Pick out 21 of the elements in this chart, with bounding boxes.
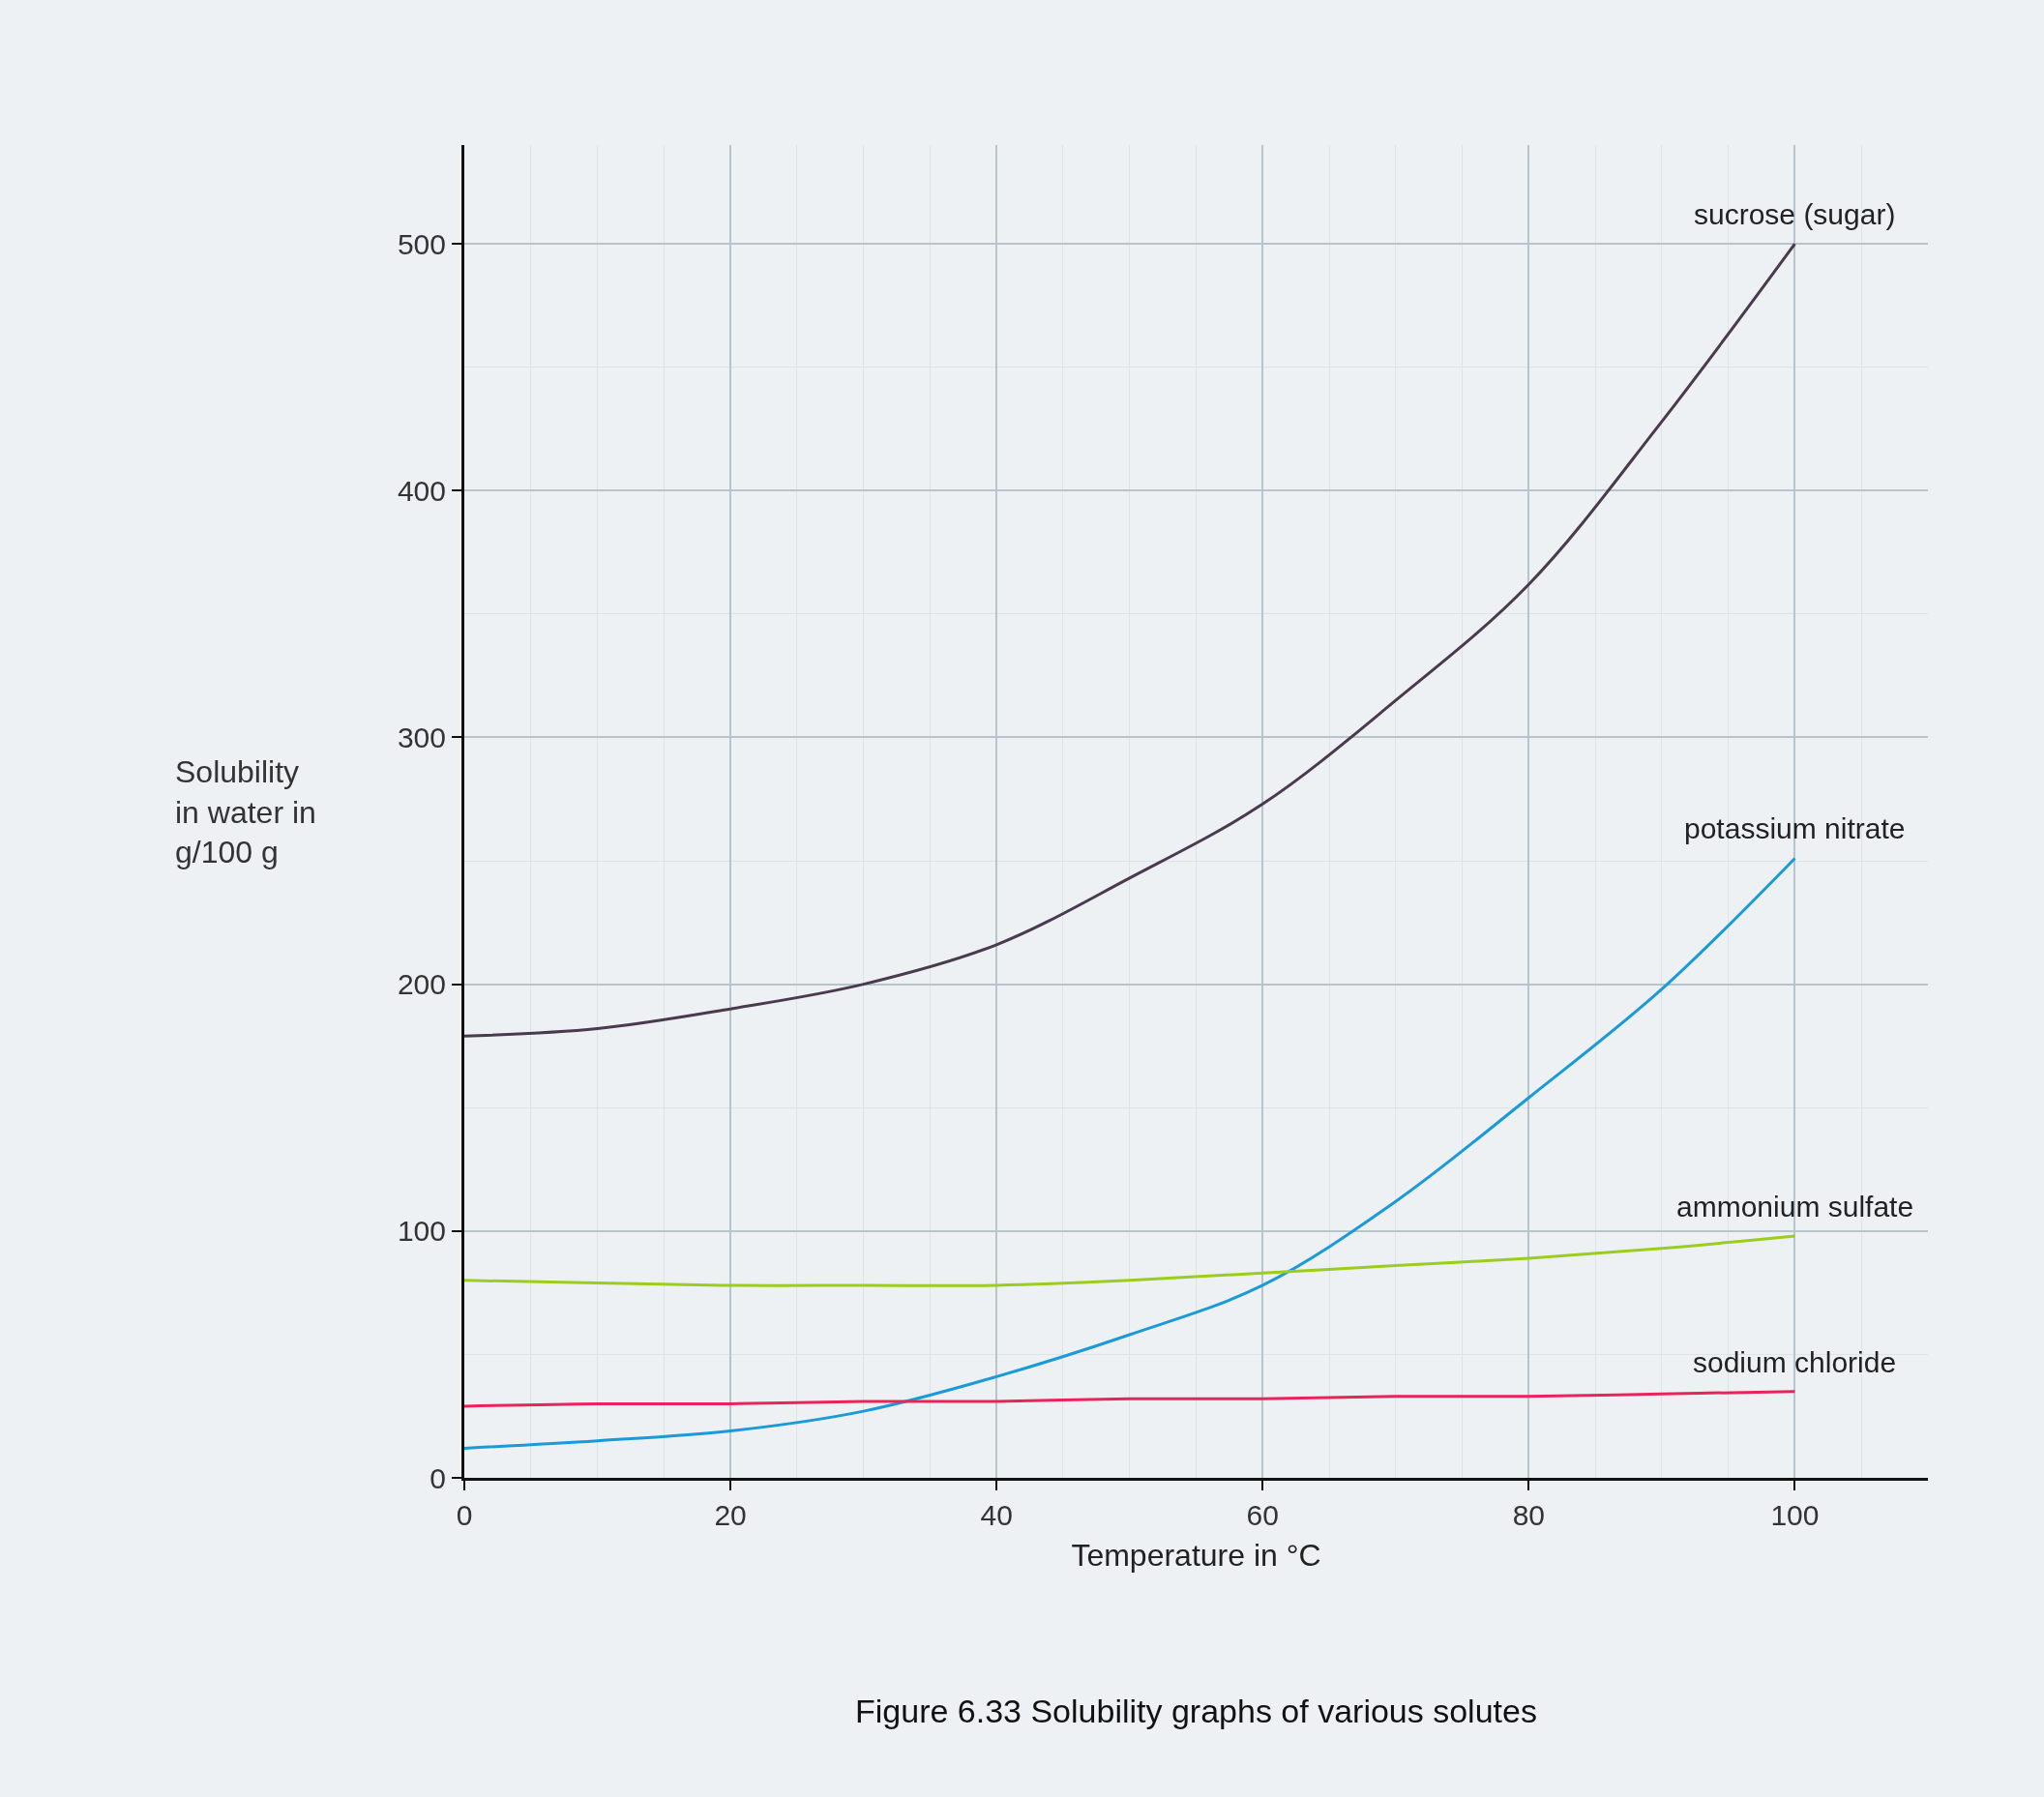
series-label: ammonium sulfate: [1676, 1191, 1914, 1223]
x-tick-label: 40: [980, 1499, 1013, 1531]
series-label: potassium nitrate: [1684, 812, 1906, 844]
x-tick-label: 80: [1512, 1499, 1546, 1531]
y-tick-label: 200: [397, 968, 446, 1001]
y-tick-label: 100: [397, 1215, 446, 1248]
line-series: [464, 1234, 1796, 1287]
x-tick-label: 100: [1770, 1499, 1820, 1531]
x-tick-label: 60: [1246, 1499, 1279, 1531]
y-tick-label: 500: [397, 227, 446, 260]
series-label: sodium chloride: [1693, 1346, 1897, 1378]
x-axis-title: Temperature in °C: [1071, 1537, 1321, 1573]
series-label: sucrose (sugar): [1694, 198, 1896, 230]
text: Figure 6.33 Solubility graphs of various solutes: [855, 1693, 1537, 1729]
y-tick-label: 0: [430, 1461, 446, 1494]
x-tick-label: 20: [714, 1499, 747, 1531]
line-series: [464, 1390, 1796, 1408]
y-axis-title: Solubility in water in g/100 g: [175, 754, 316, 870]
y-tick-label: 400: [397, 474, 446, 507]
y-tick-label: 300: [397, 721, 446, 753]
x-tick-label: 0: [456, 1499, 473, 1531]
